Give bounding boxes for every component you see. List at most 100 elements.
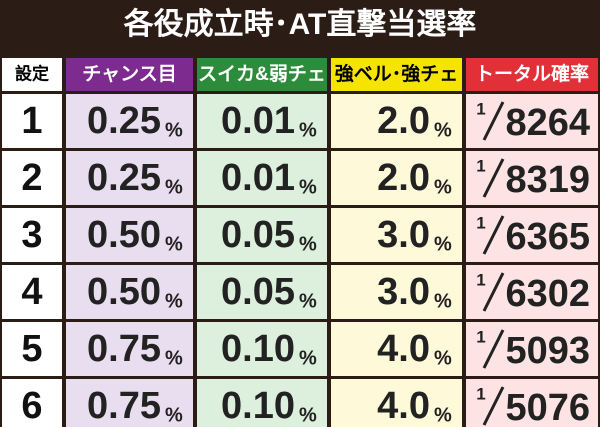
rate-unit: % bbox=[434, 119, 452, 141]
rate-unit: % bbox=[434, 404, 452, 426]
header-cell bbox=[331, 58, 462, 91]
header-cell bbox=[466, 58, 598, 91]
setting: 4 bbox=[21, 271, 42, 313]
cell bbox=[331, 379, 462, 427]
rate-unit: % bbox=[299, 233, 317, 255]
total-denominator: 8319 bbox=[505, 159, 590, 201]
rate-value: 4.0 bbox=[377, 328, 430, 370]
setting: 3 bbox=[21, 214, 42, 256]
setting: 5 bbox=[21, 328, 42, 370]
slash bbox=[482, 386, 505, 426]
total-numerator: 1 bbox=[476, 213, 485, 232]
rate-unit: % bbox=[299, 404, 317, 426]
cell bbox=[466, 208, 598, 262]
cell bbox=[331, 322, 462, 376]
rate-value: 0.05 bbox=[221, 271, 295, 313]
slash bbox=[482, 215, 505, 255]
cell bbox=[66, 151, 193, 205]
slash bbox=[482, 101, 505, 141]
header-label: スイカ&弱チェ bbox=[198, 63, 326, 85]
rate-value: 2.0 bbox=[377, 100, 430, 142]
slash bbox=[482, 272, 505, 312]
rate-unit: % bbox=[165, 119, 183, 141]
header-label: 設定 bbox=[15, 63, 49, 83]
rate-unit: % bbox=[299, 119, 317, 141]
rate-value: 0.25 bbox=[87, 157, 161, 199]
rate-value: 0.50 bbox=[87, 214, 161, 256]
header-label: 強ベル･強チェ bbox=[335, 63, 459, 85]
rate-value: 4.0 bbox=[377, 385, 430, 427]
slash bbox=[482, 329, 505, 369]
total-numerator: 1 bbox=[476, 384, 485, 403]
total-denominator: 6365 bbox=[505, 216, 590, 258]
rate-value: 2.0 bbox=[377, 157, 430, 199]
cell bbox=[197, 322, 327, 376]
rate-value: 0.25 bbox=[87, 100, 161, 142]
setting: 1 bbox=[21, 100, 42, 142]
rate-value: 3.0 bbox=[377, 271, 430, 313]
rate-value: 0.50 bbox=[87, 271, 161, 313]
cell bbox=[466, 151, 598, 205]
cell bbox=[197, 151, 327, 205]
cell bbox=[466, 265, 598, 319]
rate-value: 0.01 bbox=[221, 157, 295, 199]
rate-unit: % bbox=[434, 233, 452, 255]
header-label: チャンス目 bbox=[82, 64, 176, 85]
cell bbox=[466, 94, 598, 148]
cell bbox=[331, 94, 462, 148]
rate-value: 0.01 bbox=[221, 100, 295, 142]
setting: 2 bbox=[21, 157, 42, 199]
header-cell bbox=[2, 58, 62, 91]
cell bbox=[197, 379, 327, 427]
total-numerator: 1 bbox=[476, 327, 485, 346]
cell bbox=[66, 322, 193, 376]
total-numerator: 1 bbox=[476, 270, 485, 289]
total-numerator: 1 bbox=[476, 156, 485, 175]
cell bbox=[331, 151, 462, 205]
cell bbox=[197, 94, 327, 148]
rate-unit: % bbox=[299, 176, 317, 198]
cell bbox=[66, 379, 193, 427]
total-denominator: 8264 bbox=[505, 102, 590, 144]
cell bbox=[66, 94, 193, 148]
rate-unit: % bbox=[165, 290, 183, 312]
header-cell bbox=[197, 58, 327, 91]
total-denominator: 5093 bbox=[505, 330, 590, 372]
rate-unit: % bbox=[434, 347, 452, 369]
cell bbox=[331, 265, 462, 319]
rate-unit: % bbox=[299, 347, 317, 369]
rate-value: 0.10 bbox=[221, 328, 295, 370]
rate-unit: % bbox=[434, 290, 452, 312]
title: 各役成立時･AT直撃当選率 bbox=[123, 7, 477, 41]
rate-unit: % bbox=[434, 176, 452, 198]
header-cell bbox=[66, 58, 193, 91]
cell bbox=[2, 151, 62, 205]
cell bbox=[466, 322, 598, 376]
cell bbox=[2, 208, 62, 262]
cell bbox=[2, 322, 62, 376]
cell bbox=[2, 94, 62, 148]
rate-unit: % bbox=[165, 233, 183, 255]
rate-value: 0.75 bbox=[87, 385, 161, 427]
setting: 6 bbox=[21, 385, 42, 427]
rate-value: 3.0 bbox=[377, 214, 430, 256]
cell bbox=[66, 265, 193, 319]
cell bbox=[197, 208, 327, 262]
rate-value: 0.10 bbox=[221, 385, 295, 427]
rate-unit: % bbox=[165, 347, 183, 369]
cell bbox=[66, 208, 193, 262]
total-denominator: 6302 bbox=[505, 273, 590, 315]
total-numerator: 1 bbox=[476, 99, 485, 118]
slash bbox=[482, 158, 505, 198]
rate-value: 0.05 bbox=[221, 214, 295, 256]
cell bbox=[331, 208, 462, 262]
total-denominator: 5076 bbox=[505, 387, 590, 427]
cell bbox=[2, 265, 62, 319]
cell bbox=[2, 379, 62, 427]
header-label: トータル確率 bbox=[475, 62, 589, 85]
rate-unit: % bbox=[165, 176, 183, 198]
cell bbox=[197, 265, 327, 319]
rate-unit: % bbox=[165, 404, 183, 426]
